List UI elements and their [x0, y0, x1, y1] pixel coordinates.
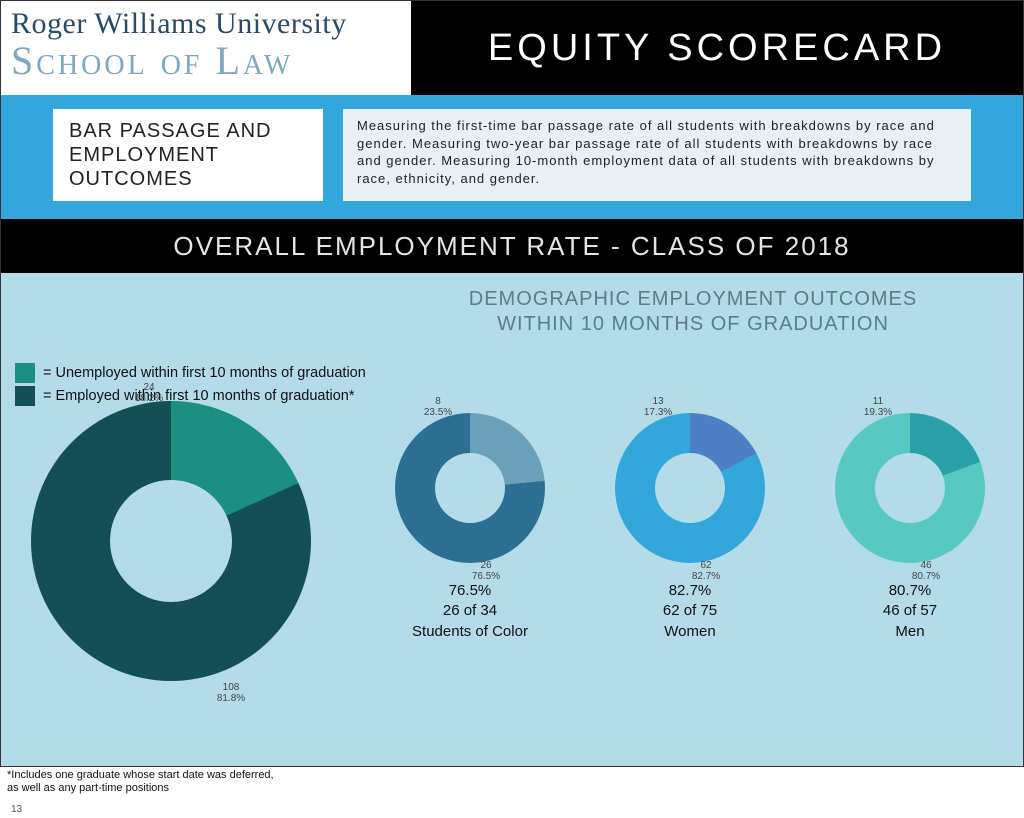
small-ann-bot: 6282.7%: [683, 561, 729, 582]
blue-banner: BAR PASSAGE AND EMPLOYMENT OUTCOMES Meas…: [1, 95, 1023, 219]
small-donut-ring: [835, 413, 985, 563]
small-ann-bot: 4680.7%: [903, 561, 949, 582]
legend-label-unemployed: = Unemployed within first 10 months of g…: [43, 365, 366, 381]
banner-description: Measuring the first-time bar passage rat…: [343, 109, 971, 201]
banner-heading: BAR PASSAGE AND EMPLOYMENT OUTCOMES: [53, 109, 323, 201]
legend-row-unemployed: = Unemployed within first 10 months of g…: [15, 363, 366, 383]
subheading: DEMOGRAPHIC EMPLOYMENT OUTCOMES WITHIN 1…: [423, 287, 963, 337]
small-donut-hole: [875, 453, 945, 523]
small-donut-name: Women: [605, 622, 775, 642]
subhead-line2: WITHIN 10 MONTHS OF GRADUATION: [423, 312, 963, 337]
section-title: OVERALL EMPLOYMENT RATE - CLASS OF 2018: [173, 231, 850, 262]
footnote: *Includes one graduate whose start date …: [7, 769, 287, 797]
page-number: 13: [11, 804, 22, 815]
small-donut-1: 1317.3% 6282.7% 82.7% 62 of 75 Women: [605, 413, 775, 642]
subhead-line1: DEMOGRAPHIC EMPLOYMENT OUTCOMES: [423, 287, 963, 312]
overall-label-bottom: 10881.8%: [201, 683, 261, 704]
small-ann-bot: 2676.5%: [463, 561, 509, 582]
small-donut-pct: 82.7%: [605, 581, 775, 601]
small-donut-hole: [655, 453, 725, 523]
small-donut-ring: [615, 413, 765, 563]
small-donut-0: 823.5% 2676.5% 76.5% 26 of 34 Students o…: [385, 413, 555, 642]
logo-box: Roger Williams University School of Law: [1, 1, 411, 95]
top-bar: Roger Williams University School of Law …: [1, 1, 1023, 95]
overall-donut: [31, 401, 311, 681]
small-donut-of: 26 of 34: [385, 601, 555, 621]
small-donut-name: Students of Color: [385, 622, 555, 642]
title-area: EQUITY SCORECARD: [411, 1, 1023, 95]
small-donut-ring: [395, 413, 545, 563]
small-donut-name: Men: [825, 622, 995, 642]
small-donut-of: 62 of 75: [605, 601, 775, 621]
overall-donut-hole: [110, 480, 232, 602]
small-donut-pct: 76.5%: [385, 581, 555, 601]
small-donut-2: 1119.3% 4680.7% 80.7% 46 of 57 Men: [825, 413, 995, 642]
overall-donut-wrap: 2418.2% 10881.8%: [31, 401, 311, 681]
small-donut-of: 46 of 57: [825, 601, 995, 621]
content-area: DEMOGRAPHIC EMPLOYMENT OUTCOMES WITHIN 1…: [1, 273, 1023, 818]
small-donut-hole: [435, 453, 505, 523]
page-title: EQUITY SCORECARD: [488, 27, 946, 70]
section-title-bar: OVERALL EMPLOYMENT RATE - CLASS OF 2018: [1, 219, 1023, 273]
swatch-unemployed: [15, 363, 35, 383]
logo-university: Roger Williams University: [11, 7, 401, 41]
page: Roger Williams University School of Law …: [0, 0, 1024, 767]
logo-school: School of Law: [11, 37, 401, 84]
small-donuts-row: 823.5% 2676.5% 76.5% 26 of 34 Students o…: [385, 413, 995, 642]
small-donut-pct: 80.7%: [825, 581, 995, 601]
